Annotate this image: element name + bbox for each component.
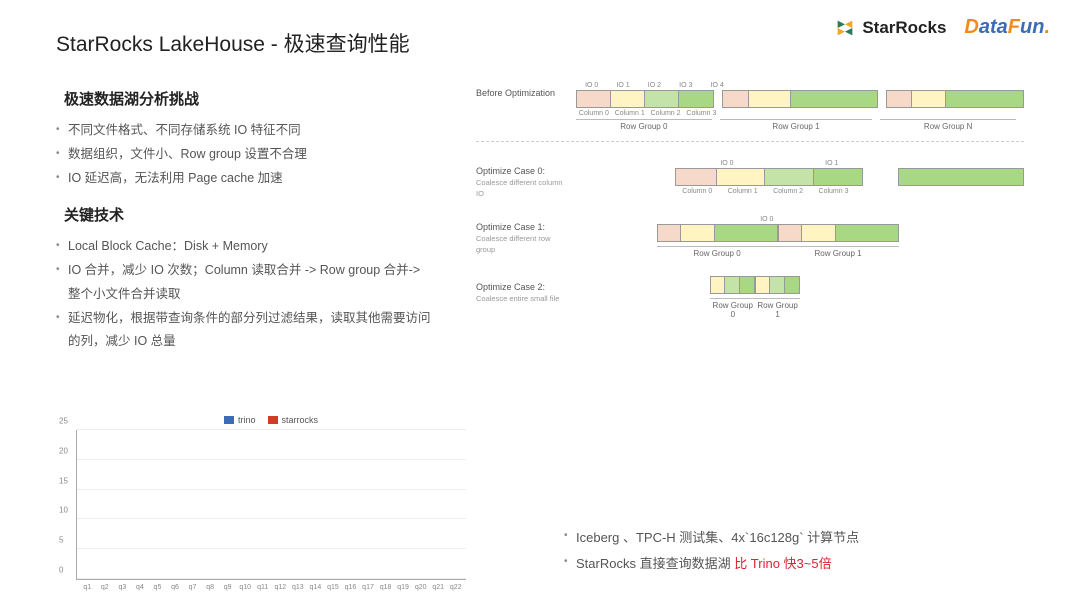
section2-list: Local Block Cache：Disk + MemoryIO 合并，减少 … xyxy=(56,235,436,354)
list-item: 数据组织，文件小、Row group 设置不合理 xyxy=(56,143,436,167)
chart-legend: trinostarrocks xyxy=(76,415,466,426)
starrocks-text: StarRocks xyxy=(862,18,946,38)
footnotes: Iceberg 、TPC-H 测试集、4x`16c128g` 计算节点StarR… xyxy=(564,525,1024,577)
list-item: IO 延迟高，无法利用 Page cache 加速 xyxy=(56,167,436,191)
list-item: 不同文件格式、不同存储系统 IO 特征不同 xyxy=(56,119,436,143)
footnote-item: Iceberg 、TPC-H 测试集、4x`16c128g` 计算节点 xyxy=(564,525,1024,551)
section1-title: 极速数据湖分析挑战 xyxy=(64,88,436,109)
benchmark-chart: trinostarrocks 0510152025q1q2q3q4q5q6q7q… xyxy=(76,415,466,595)
list-item: 延迟物化，根据带查询条件的部分列过滤结果，读取其他需要访问的列，减少 IO 总量 xyxy=(56,307,436,355)
footnote-item: StarRocks 直接查询数据湖 比 Trino 快3~5倍 xyxy=(564,551,1024,577)
io-diagrams: Before OptimizationIO 0IO 1IO 2IO 3IO 4C… xyxy=(476,82,1024,319)
right-column: Before OptimizationIO 0IO 1IO 2IO 3IO 4C… xyxy=(476,82,1024,354)
starrocks-logo: StarRocks xyxy=(834,17,946,39)
section1-list: 不同文件格式、不同存储系统 IO 特征不同数据组织，文件小、Row group … xyxy=(56,119,436,190)
section2-title: 关键技术 xyxy=(64,204,436,225)
starrocks-icon xyxy=(834,17,856,39)
left-column: 极速数据湖分析挑战 不同文件格式、不同存储系统 IO 特征不同数据组织，文件小、… xyxy=(56,82,436,354)
logo-bar: StarRocks DataFun. xyxy=(834,16,1050,39)
chart-plot: 0510152025q1q2q3q4q5q6q7q8q9q10q11q12q13… xyxy=(76,430,466,580)
list-item: Local Block Cache：Disk + Memory xyxy=(56,235,436,259)
list-item: IO 合并，减少 IO 次数；Column 读取合并 -> Row group … xyxy=(56,259,436,307)
datafun-logo: DataFun. xyxy=(964,16,1050,39)
